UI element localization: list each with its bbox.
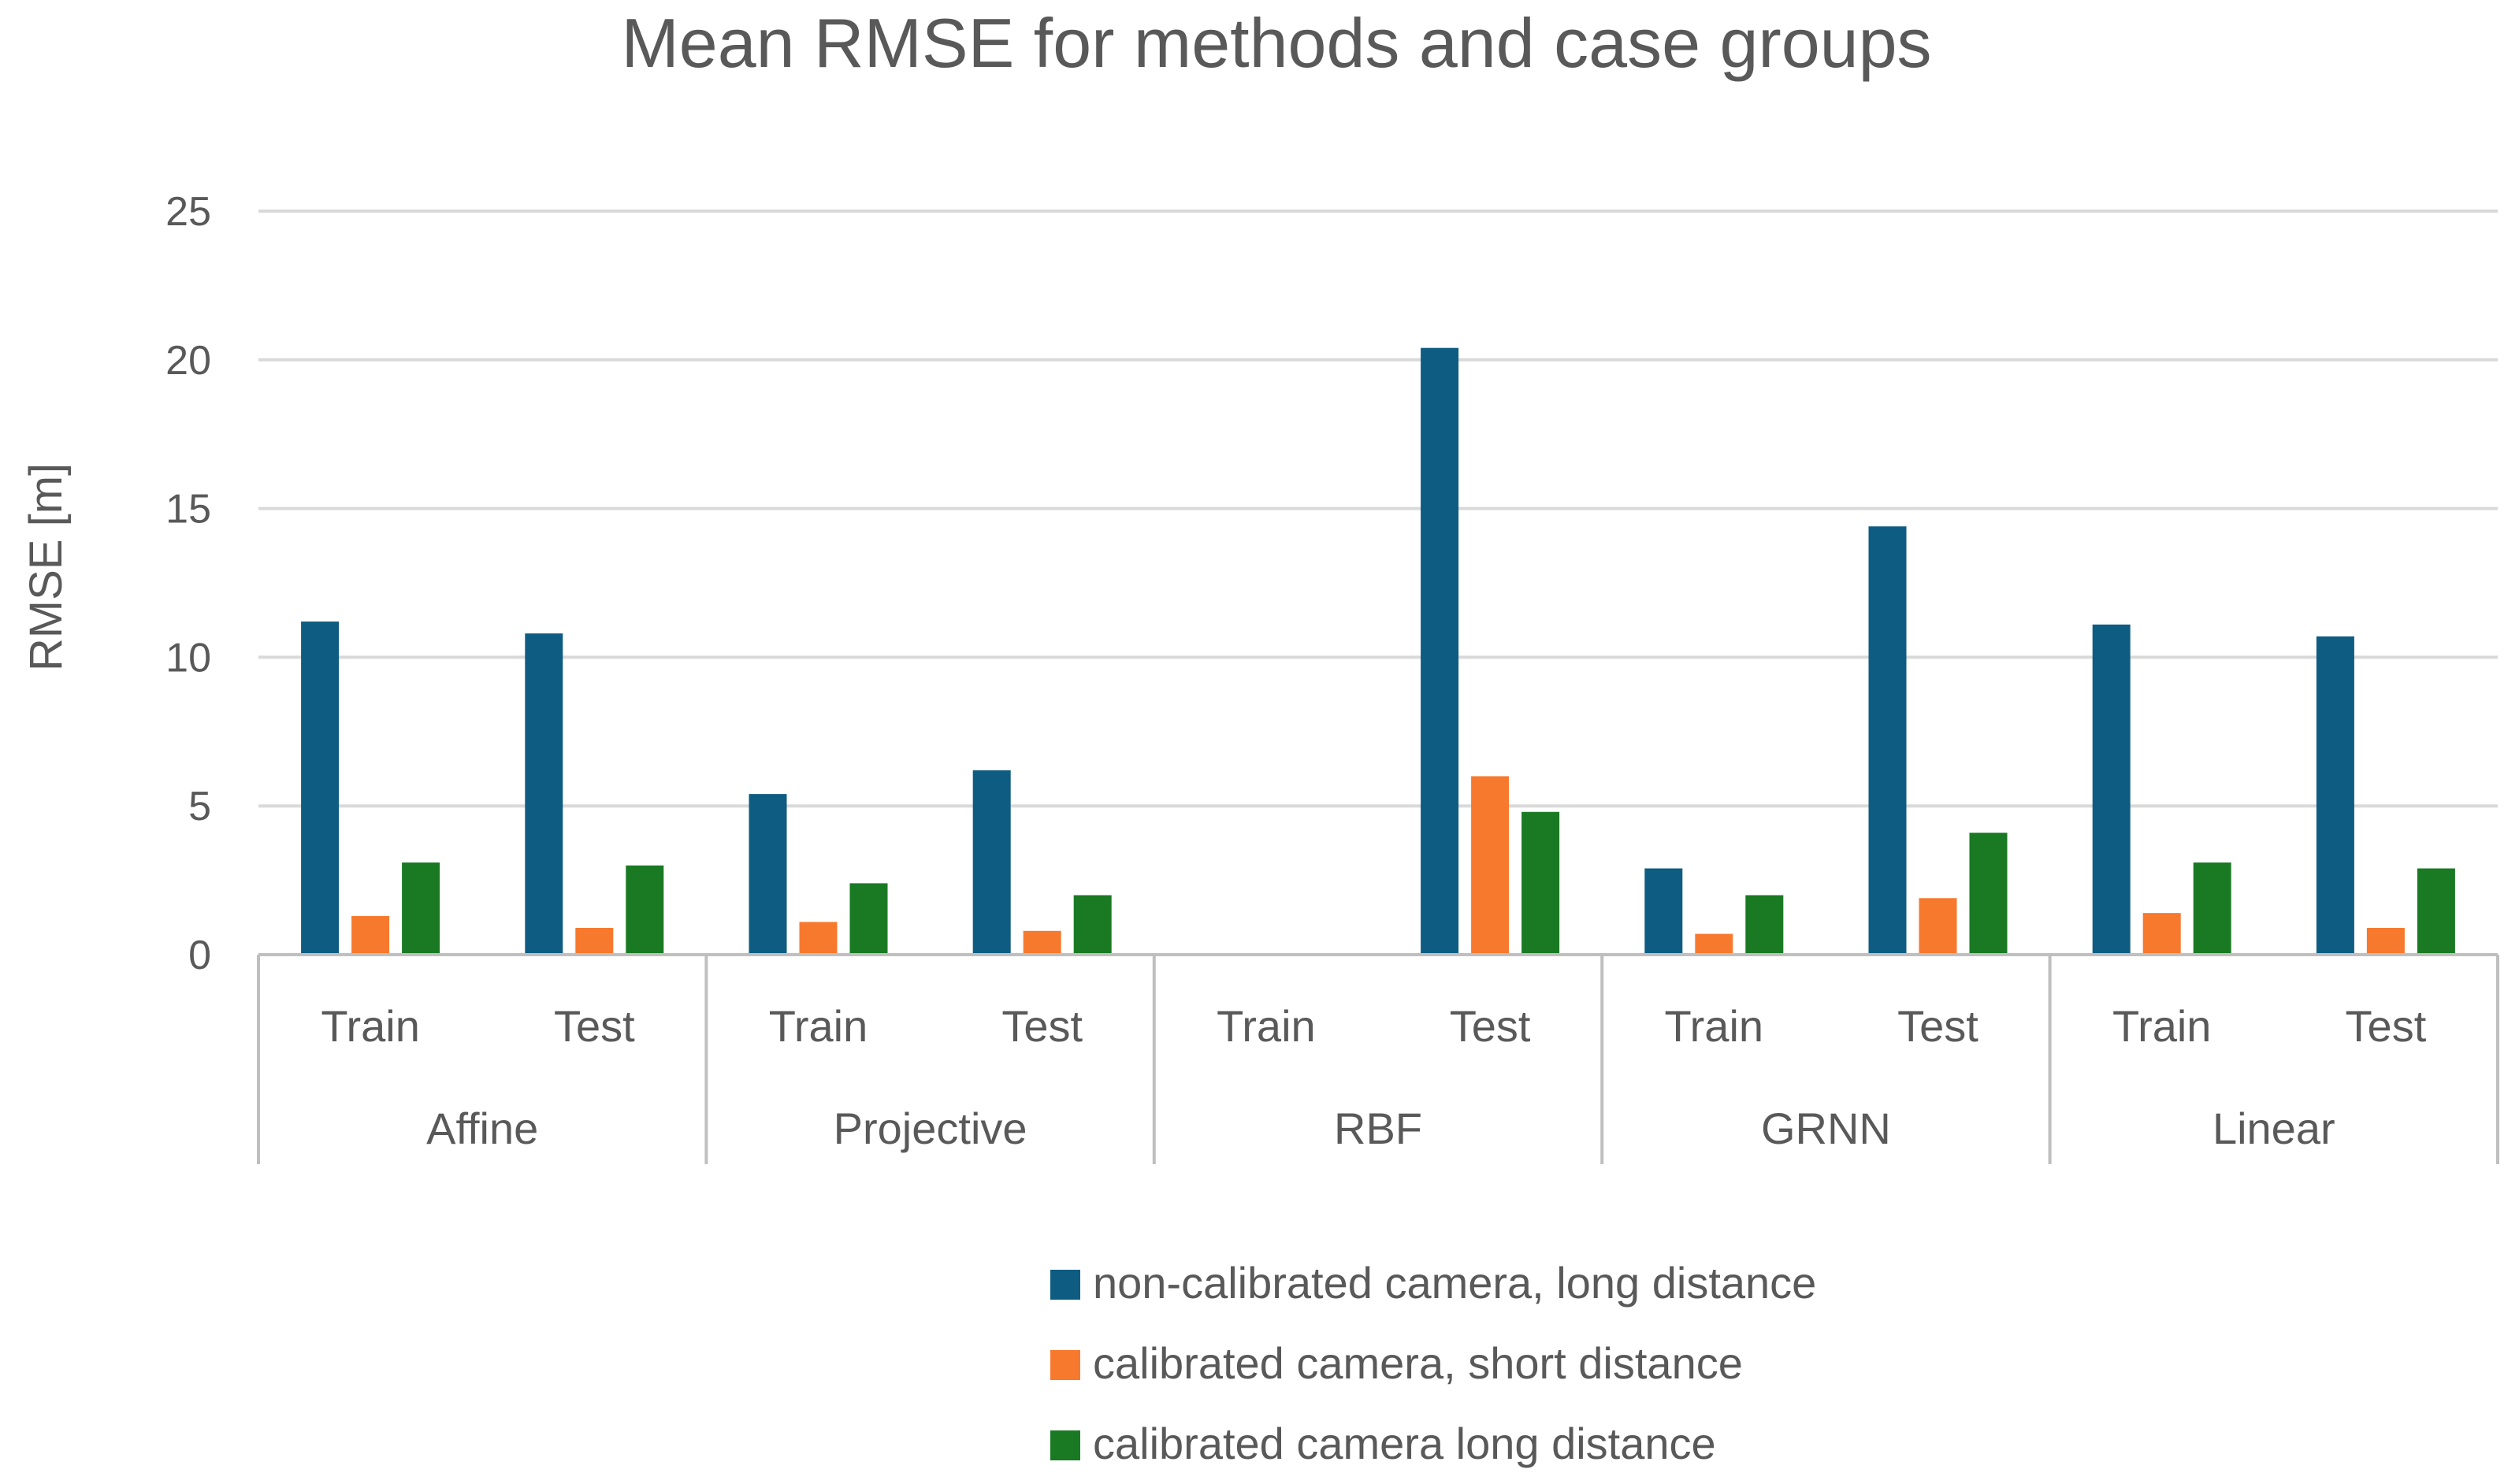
bar: [749, 794, 787, 955]
legend-label: calibrated camera, short distance: [1093, 1338, 1743, 1388]
legend-swatch: [1050, 1350, 1080, 1380]
bar: [1521, 811, 1560, 955]
legend-label: calibrated camera long distance: [1093, 1419, 1716, 1468]
bar: [1695, 933, 1733, 955]
bar: [525, 633, 563, 955]
legend-label: non-calibrated camera, long distance: [1093, 1258, 1816, 1308]
bar: [1644, 868, 1683, 955]
bar: [626, 865, 664, 955]
y-tick-label: 10: [165, 635, 211, 681]
x-tick-label: Train: [321, 1001, 420, 1051]
bar: [1969, 833, 2008, 955]
bar: [575, 928, 614, 955]
bar: [1471, 776, 1510, 955]
x-tick-label: Test: [1001, 1001, 1083, 1051]
y-tick-labels: 0 5 10 15 20 25: [165, 189, 211, 978]
bar: [972, 770, 1011, 955]
group-label: Projective: [834, 1104, 1027, 1153]
y-tick-label: 0: [188, 933, 211, 978]
y-tick-label: 25: [165, 189, 211, 235]
bar: [1421, 347, 1459, 955]
gridlines: [258, 210, 2498, 808]
y-axis-label: RMSE [m]: [20, 463, 72, 671]
legend: non-calibrated camera, long distance cali…: [1050, 1258, 1816, 1468]
group-label: Linear: [2212, 1104, 2335, 1153]
x-tick-label: Train: [1217, 1001, 1316, 1051]
legend-swatch: [1050, 1430, 1080, 1460]
x-tick-label: Test: [2346, 1001, 2427, 1051]
y-tick-label: 5: [188, 784, 211, 829]
y-tick-label: 20: [165, 338, 211, 384]
bar: [351, 915, 390, 955]
bar: [1745, 895, 1784, 955]
bar: [2417, 868, 2455, 955]
bar: [1073, 895, 1112, 955]
bar: [1023, 930, 1061, 955]
bar: [2316, 636, 2354, 955]
bar: [402, 862, 440, 955]
y-tick-label: 15: [165, 487, 211, 532]
group-label: RBF: [1334, 1104, 1422, 1153]
x-tick-label: Test: [1897, 1001, 1978, 1051]
bar: [2193, 862, 2231, 955]
bar: [799, 922, 838, 955]
x-axis: Train Test Affine Train Test Projective Train T…: [257, 953, 2499, 1164]
group-label: GRNN: [1761, 1104, 1891, 1153]
chart-title: Mean RMSE for methods and case groups: [621, 4, 1931, 82]
bar: [301, 621, 340, 955]
x-tick-label: Test: [554, 1001, 635, 1051]
bar: [2092, 624, 2131, 955]
bars: [301, 347, 2455, 955]
x-tick-label: Test: [1450, 1001, 1531, 1051]
bar: [849, 883, 888, 955]
x-tick-label: Train: [1665, 1001, 1764, 1051]
bar: [1868, 526, 1907, 955]
x-tick-label: Train: [769, 1001, 868, 1051]
group-label: Affine: [426, 1104, 538, 1153]
bar: [2366, 928, 2405, 955]
bar: [2142, 913, 2181, 955]
legend-swatch: [1050, 1270, 1080, 1300]
bar: [1919, 898, 1957, 955]
x-tick-label: Train: [2112, 1001, 2212, 1051]
